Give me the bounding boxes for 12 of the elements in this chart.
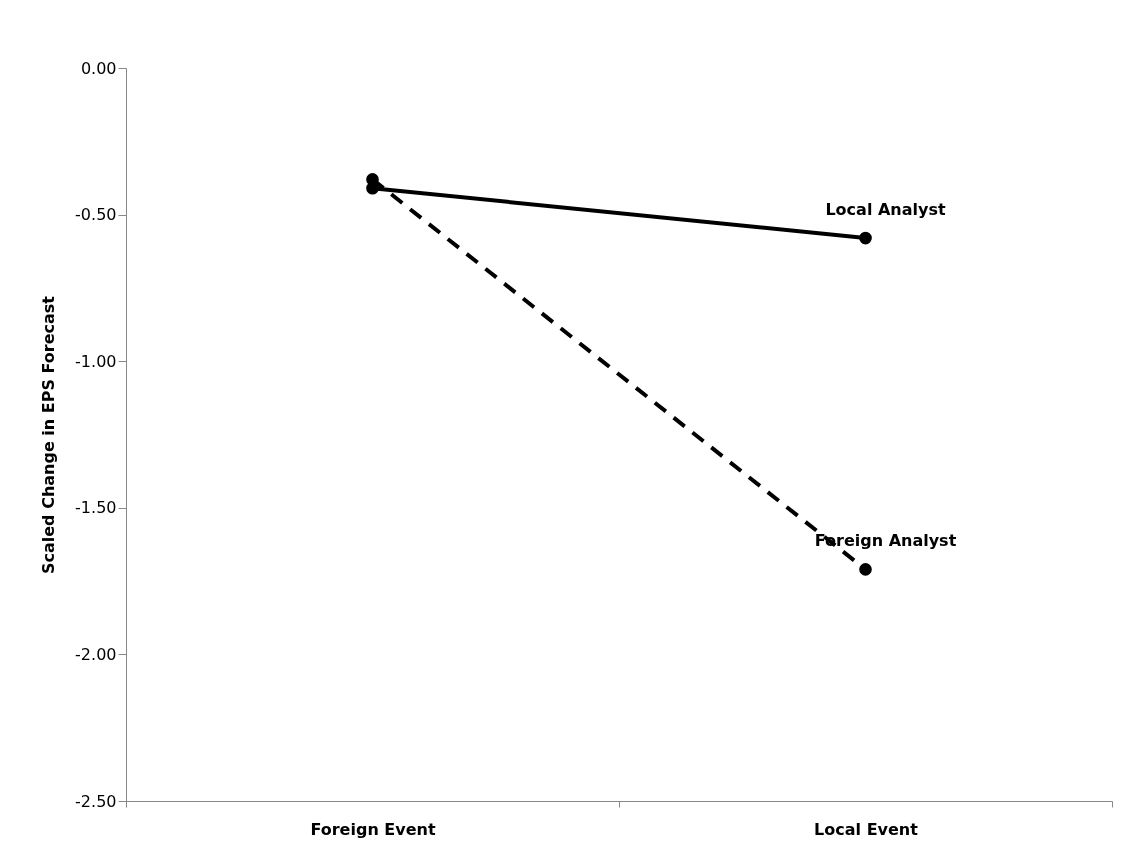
y-tick-label: 0.00 bbox=[80, 58, 117, 78]
y-tick-label: -2.50 bbox=[75, 791, 117, 811]
point bbox=[859, 231, 872, 245]
y-tick-label: -1.00 bbox=[75, 351, 117, 371]
y-axis-title: Scaled Change in EPS Forecast bbox=[39, 295, 59, 575]
x-tick-label: Foreign Event bbox=[310, 819, 436, 839]
point bbox=[859, 563, 872, 576]
series-label: Local Analyst bbox=[825, 200, 946, 220]
y-tick-label: -1.50 bbox=[75, 498, 117, 518]
x-tick-label: Local Event bbox=[814, 819, 919, 839]
y-tick-label: -2.00 bbox=[75, 644, 117, 664]
y-tick-label: -0.50 bbox=[75, 205, 117, 225]
